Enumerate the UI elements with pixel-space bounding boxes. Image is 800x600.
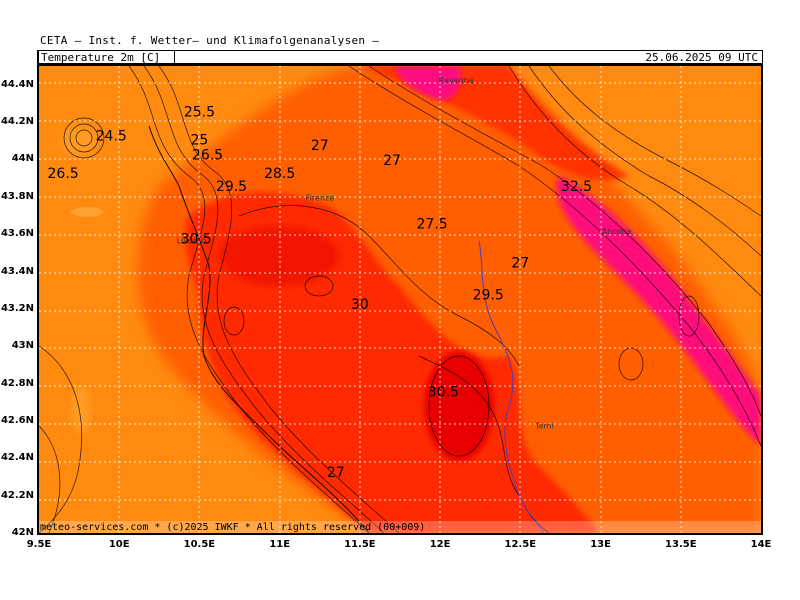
latitude-tick-label: 44N [11,153,34,165]
latitude-tick-label: 44.2N [0,116,34,127]
longitude-tick-label: 11E [269,539,291,550]
temperature-zone-magenta-coast [556,176,761,446]
copyright-footer: meteo-services.com * (c)2025 IWKF * All … [40,522,426,533]
contour-label: 30.5 [181,232,212,248]
contour-label: 27 [511,256,529,272]
label-bar: Temperature_2m_[C] 25.06.2025 09 UTC [37,50,763,64]
latitude-tick-label: 42.4N [0,452,34,464]
contour-label: 24.5 [96,129,127,145]
footer-band [39,521,761,533]
contour-label: 29.5 [473,288,504,304]
temperature-zone-dark-red-west [219,226,339,286]
institute-title: CETA — Inst. f. Wetter— und Klimafolgena… [40,34,380,47]
longitude-tick-label: 10.5E [183,539,216,550]
latitude-tick-label: 43.4N [0,265,34,277]
tiber-river [478,240,545,533]
city-label: Terni [534,421,554,430]
contour-label: 28.5 [264,166,295,182]
map-canvas: Ravenna Firenze Ancona Livorno Terni 25.5 24.… [39,66,761,533]
coastline [148,125,370,533]
temperature-map: Ravenna Firenze Ancona Livorno Terni 25.5 24.… [37,64,763,535]
latitude-tick-label: 43.8N [0,190,34,202]
city-label: Ancona [602,227,632,236]
city-label: Firenze [306,194,335,203]
temperature-zone-red-north [359,66,629,180]
lat-lon-grid [39,66,761,533]
contour-label: 27 [383,153,401,169]
contour-label: 25.5 [184,104,215,120]
temperature-zone-dark-red [424,351,494,461]
latitude-tick-label: 42.6N [0,414,34,426]
city-labels: Ravenna Firenze Ancona Livorno Terni [177,76,632,431]
latitude-tick-label: 42.2N [0,489,34,501]
temperature-contours [39,66,761,533]
longitude-tick-label: 12E [429,539,451,550]
latitude-tick-label: 43.2N [0,302,34,314]
contour-label: 26.5 [192,147,223,163]
latitude-tick-label: 42N [11,527,34,538]
contour-label: 27.5 [417,217,448,233]
city-label: Livorno [177,237,207,246]
latitude-tick-label: 44.4N [0,78,34,90]
contour-label: 32.5 [561,179,592,195]
latitude-tick-label: 43N [11,340,34,352]
temperature-zone-cool-apennine [61,127,97,155]
latitude-tick-label: 43.6N [0,228,34,240]
temperature-zone-magenta-north [394,66,461,101]
temperature-zone-cool-pocket [71,207,103,217]
longitude-tick-label: 14E [750,539,772,550]
longitude-tick-label: 13.5E [665,539,697,550]
contour-label: 30 [351,297,369,313]
contour-label: 25 [190,133,208,149]
longitude-tick-label: 10E [108,539,130,550]
contour-label: 30.5 [428,385,459,401]
contour-label: 27 [327,465,345,481]
longitude-tick-label: 9.5E [26,539,52,550]
variable-box [38,50,175,64]
variable-label: Temperature_2m_[C] [41,51,161,64]
contour-label: 29.5 [216,179,247,195]
valid-time-label: 25.06.2025 09 UTC [645,51,758,64]
longitude-tick-label: 13E [590,539,611,550]
contour-label: 27 [311,138,329,154]
temperature-zone-cool-west [71,385,91,435]
longitude-tick-label: 12.5E [504,539,537,550]
contour-label: 26.5 [48,166,79,182]
longitude-tick-label: 11.5E [344,539,376,550]
city-label: Ravenna [439,76,474,85]
latitude-tick-label: 42.8N [0,377,34,389]
